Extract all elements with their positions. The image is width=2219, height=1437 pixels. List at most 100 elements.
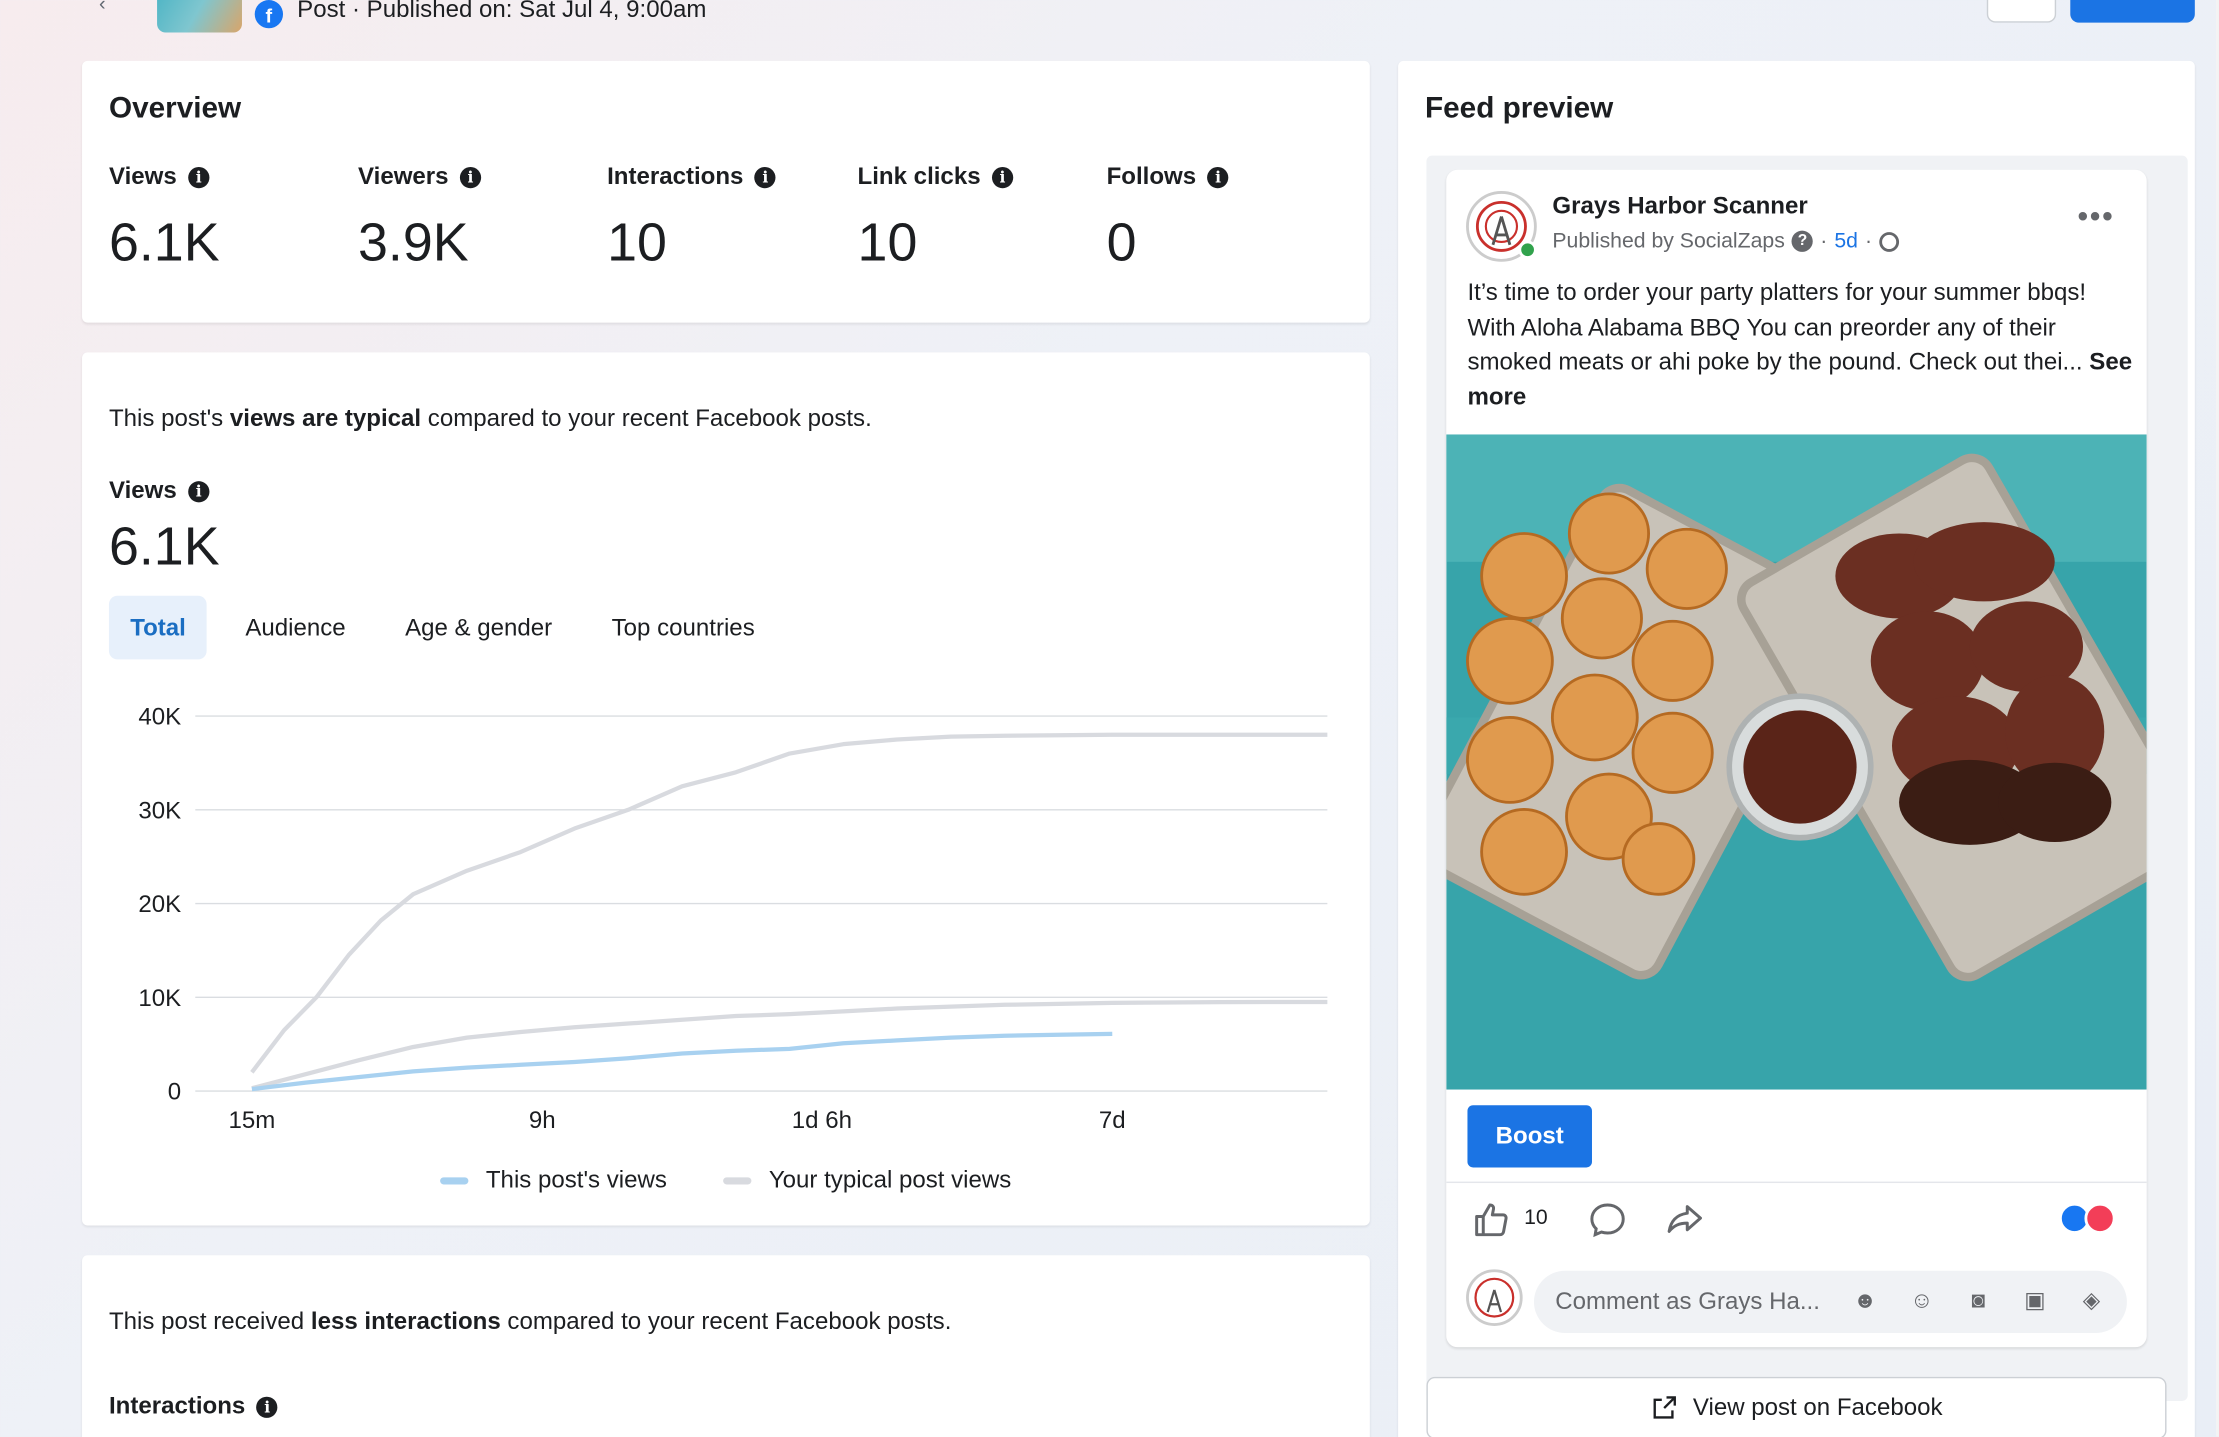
commenter-avatar[interactable] (1466, 1269, 1523, 1326)
info-icon[interactable]: i (1207, 166, 1229, 188)
chart-legend: This post's views Your typical post view… (82, 1166, 1370, 1194)
metric-label: Follows (1106, 162, 1197, 190)
x-tick-label: 15m (228, 1107, 275, 1134)
like-icon[interactable] (1472, 1200, 1512, 1240)
divider (1446, 1181, 2147, 1184)
views-label-text: Views (108, 476, 177, 504)
overview-card: Overview Views i 6.1K Viewers i 3.9K Inter… (82, 60, 1370, 323)
post-preview: Grays Harbor Scanner Published by Social… (1446, 169, 2147, 1348)
published-line: Published by SocialZaps ? · 5d · (1552, 229, 1899, 253)
view-on-facebook-button[interactable]: View post on Facebook (1426, 1376, 2167, 1437)
feed-preview-card: Feed preview Grays Harbor Scanner Publis… (1398, 60, 2195, 1437)
views-card: This post's views are typical compared t… (82, 352, 1370, 1226)
metric-label: Interactions (607, 162, 744, 190)
series-line (250, 732, 1328, 1074)
metric-value: 0 (1106, 213, 1137, 274)
post-meta: Post · Published on: Sat Jul 4, 9:00am (297, 0, 707, 23)
summary-text: This post's (108, 404, 230, 432)
interactions-summary: This post received less interactions com… (109, 1308, 951, 1336)
top-bar: ‹ f Post · Published on: Sat Jul 4, 9:00… (0, 0, 2219, 42)
comment-input[interactable]: Comment as Grays Ha... ☻ ☺ ◙ ▣ ◈ (1533, 1270, 2127, 1334)
scrollbar-track[interactable] (2216, 0, 2219, 1437)
x-tick-label: 1d 6h (792, 1107, 852, 1134)
metric-views: Views i 6.1K (109, 163, 220, 275)
interactions-label-text: Interactions (108, 1392, 246, 1420)
summary-text: compared to your recent Facebook posts. (421, 404, 872, 432)
primary-action-button[interactable] (2070, 0, 2195, 23)
back-chevron-icon[interactable]: ‹ (99, 0, 106, 15)
gif-icon[interactable]: ▣ (2024, 1289, 2046, 1314)
tab-total[interactable]: Total (108, 595, 208, 660)
info-icon[interactable]: i (754, 166, 776, 188)
legend-label: This post's views (485, 1166, 667, 1193)
info-icon[interactable]: i (459, 166, 482, 188)
post-body: It’s time to order your party platters f… (1467, 278, 2087, 376)
post-image (1446, 434, 2147, 1090)
post-age[interactable]: 5d (1834, 229, 1858, 254)
metric-value: 10 (857, 213, 918, 274)
published-by: Published by SocialZaps (1552, 229, 1785, 254)
x-tick-label: 9h (529, 1107, 556, 1134)
separator-dot: · (1865, 229, 1873, 254)
more-options-button[interactable] (1986, 0, 2057, 23)
tab-age-gender[interactable]: Age & gender (405, 614, 553, 642)
metric-label: Link clicks (857, 162, 981, 190)
facebook-icon: f (254, 0, 284, 29)
y-tick-label: 20K (138, 891, 181, 918)
separator-dot: · (1820, 229, 1828, 254)
feed-preview-area: Grays Harbor Scanner Published by Social… (1426, 155, 2188, 1401)
series-line (251, 1031, 1113, 1092)
summary-emphasis: less interactions (310, 1307, 501, 1335)
more-options-icon[interactable]: ••• (2077, 198, 2115, 234)
info-icon[interactable]: i (256, 1395, 278, 1418)
y-tick-label: 30K (138, 797, 181, 824)
camera-icon[interactable]: ◙ (1971, 1289, 1986, 1314)
y-tick-label: 40K (138, 704, 181, 731)
external-link-icon (1653, 1396, 1677, 1419)
x-tick-label: 7d (1099, 1107, 1126, 1134)
views-summary: This post's views are typical compared t… (109, 405, 872, 433)
legend-label: Your typical post views (768, 1166, 1012, 1193)
interactions-card: This post received less interactions com… (82, 1255, 1370, 1437)
metric-value: 3.9K (358, 213, 469, 274)
legend-item: Your typical post views (723, 1166, 1012, 1194)
summary-text: This post received (108, 1307, 311, 1335)
feed-preview-title: Feed preview (1425, 91, 1614, 125)
metric-link-clicks: Link clicks i 10 (858, 163, 1014, 275)
info-icon[interactable]: i (991, 166, 1014, 188)
comment-tools: ☻ ☺ ◙ ▣ ◈ (1848, 1285, 2108, 1319)
series-line (251, 999, 1328, 1091)
views-value: 6.1K (108, 517, 220, 578)
avatar-sticker-icon[interactable]: ☻ (1853, 1289, 1878, 1314)
share-icon[interactable] (1664, 1200, 1704, 1240)
info-icon[interactable]: i (188, 480, 210, 502)
comment-icon[interactable] (1588, 1200, 1628, 1240)
metric-label: Views (108, 162, 177, 190)
comment-placeholder: Comment as Grays Ha... (1555, 1287, 1820, 1315)
info-icon[interactable]: i (188, 166, 210, 188)
online-status-dot (1518, 240, 1537, 259)
boost-button[interactable]: Boost (1467, 1105, 1592, 1168)
sticker-icon[interactable]: ◈ (2082, 1289, 2101, 1314)
tab-audience[interactable]: Audience (245, 614, 346, 642)
radio-tower-icon (1475, 200, 1527, 252)
metric-follows: Follows i 0 (1107, 163, 1229, 275)
y-tick-label: 10K (138, 985, 181, 1012)
legend-item: This post's views (440, 1166, 667, 1194)
help-icon[interactable]: ? (1791, 230, 1814, 252)
see-more-link[interactable]: See more (1467, 348, 2133, 410)
tab-top-countries[interactable]: Top countries (611, 614, 755, 642)
interactions-label: Interactions i (109, 1392, 278, 1420)
page-name[interactable]: Grays Harbor Scanner (1552, 192, 1808, 220)
like-count: 10 (1524, 1205, 1548, 1230)
globe-icon (1879, 231, 1899, 252)
metric-value: 10 (607, 213, 667, 274)
emoji-icon[interactable]: ☺ (1910, 1289, 1934, 1314)
summary-emphasis: views are typical (229, 404, 422, 432)
radio-tower-icon (1474, 1277, 1515, 1318)
y-tick-label: 0 (168, 1079, 181, 1106)
views-chart: 40K 30K 20K 10K 0 15m 9h 1d 6h 7d (138, 704, 1328, 1134)
love-reaction-icon (2084, 1202, 2116, 1234)
post-actions: 10 (1472, 1196, 2137, 1246)
summary-text: compared to your recent Facebook posts. (500, 1307, 952, 1335)
